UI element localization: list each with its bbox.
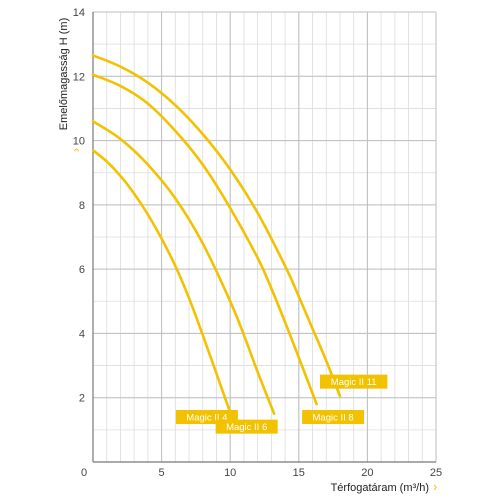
series-line-2 <box>91 119 276 416</box>
y-axis-title: Emelőmagasság H (m) <box>58 18 70 130</box>
y-tick-label: 10 <box>73 136 85 148</box>
series-line-1 <box>91 148 240 432</box>
series-line-4 <box>91 54 342 398</box>
y-tick-label: 8 <box>79 200 85 212</box>
series-tag-label: Magic II 6 <box>226 422 267 433</box>
x-axis-title: Térfogatáram (m³/h) <box>331 482 429 494</box>
series-tag-label: Magic II 11 <box>331 377 377 388</box>
x-tick-label: 5 <box>159 467 165 479</box>
series-tag-label: Magic II 8 <box>313 413 354 424</box>
y-tick-label: 4 <box>79 328 85 340</box>
series-tag-3 <box>302 410 365 424</box>
series-tag-label: Magic II 4 <box>186 413 227 424</box>
x-tick-label: 15 <box>293 467 305 479</box>
x-tick-label: 10 <box>224 467 236 479</box>
y-axis-arrow-icon: › <box>68 148 83 152</box>
y-tick-label: 6 <box>79 264 85 276</box>
x-axis-arrow-icon: › <box>433 479 437 494</box>
series-line-3 <box>91 73 318 406</box>
x-tick-label: 20 <box>361 467 373 479</box>
x-tick-labels: 0 5 10 15 20 25 <box>81 467 442 479</box>
axes <box>92 12 436 463</box>
y-tick-label: 2 <box>79 393 85 405</box>
series-tag-4 <box>319 374 388 389</box>
y-tick-labels: 2 4 6 8 10 12 14 <box>73 7 85 405</box>
y-tick-label: 14 <box>73 7 85 19</box>
series-lines <box>91 54 342 432</box>
series-tag-2 <box>215 419 278 434</box>
x-tick-label: 0 <box>81 467 87 479</box>
x-tick-label: 25 <box>430 467 442 479</box>
y-tick-label: 12 <box>73 71 85 83</box>
